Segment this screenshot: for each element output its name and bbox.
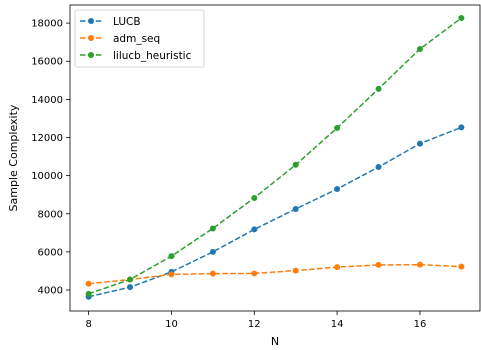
data-point-adm-seq [85, 280, 92, 287]
series-line-adm-seq [88, 263, 462, 285]
series-line-lucb [88, 126, 462, 298]
y-tick-label: 6000 [38, 247, 63, 258]
x-tick-label: 10 [165, 319, 178, 330]
data-point-adm-seq [292, 267, 299, 274]
y-tick-label: 10000 [31, 171, 63, 182]
series-lilucb-heuristic [85, 14, 465, 297]
data-point-lilucb-heuristic [251, 194, 258, 201]
data-point-lilucb-heuristic [458, 14, 465, 21]
y-tick-label: 18000 [31, 19, 63, 30]
legend-item-lucb: LUCB [80, 16, 141, 28]
y-tick-label: 4000 [38, 286, 63, 297]
data-point-lilucb-heuristic [334, 124, 341, 131]
legend-swatch-marker [88, 35, 94, 41]
plot-frame [69, 4, 481, 312]
legend-item-adm-seq: adm_seq [80, 33, 160, 45]
y-tick-label: 8000 [38, 209, 63, 220]
data-point-adm-seq [375, 261, 382, 268]
data-point-lilucb-heuristic [209, 225, 216, 232]
data-point-lucb [209, 248, 216, 255]
data-point-adm-seq [251, 270, 258, 277]
legend-item-lilucb-heuristic: lilucb_heuristic [80, 50, 192, 62]
legend-box [74, 9, 205, 68]
data-point-lucb [292, 206, 299, 212]
data-point-adm-seq [458, 263, 465, 270]
data-point-adm-seq [209, 270, 216, 277]
legend-label: adm_seq [113, 33, 160, 45]
data-point-lucb [334, 185, 341, 192]
y-tick-label: 14000 [31, 95, 63, 106]
data-point-adm-seq [416, 261, 423, 268]
legend-label: LUCB [113, 16, 141, 28]
x-tick-label: 8 [85, 319, 91, 330]
legend: LUCB adm_seq lilucb_heuristic [74, 9, 205, 68]
x-tick-label: 12 [248, 319, 261, 330]
ticks-layer: 8 10 12 14 16 4000 6000 8000 10000 12000 14000 1600… [31, 19, 426, 330]
x-tick-label: 16 [414, 319, 427, 330]
legend-swatch-marker [88, 18, 94, 24]
y-tick-label: 12000 [31, 133, 63, 144]
data-point-lucb [127, 284, 134, 291]
data-point-lilucb-heuristic [168, 253, 175, 260]
data-point-lilucb-heuristic [85, 290, 92, 297]
data-point-lilucb-heuristic [292, 161, 299, 168]
legend-label: lilucb_heuristic [113, 50, 192, 62]
legend-swatch-marker [88, 52, 94, 58]
data-point-lucb [458, 124, 465, 131]
series-lucb [85, 124, 465, 300]
data-point-lucb [416, 140, 423, 147]
series-layer [85, 14, 465, 300]
data-point-lilucb-heuristic [127, 276, 134, 283]
x-tick-label: 14 [331, 319, 344, 330]
x-axis-label: N [271, 335, 279, 348]
y-axis-label: Sample Complexity [7, 104, 20, 211]
y-tick-label: 16000 [31, 57, 63, 68]
data-point-adm-seq [168, 271, 175, 278]
data-point-lucb [251, 226, 258, 233]
data-point-lucb [375, 164, 382, 171]
series-line-lilucb-heuristic [88, 17, 462, 295]
data-point-lilucb-heuristic [416, 46, 423, 53]
data-point-adm-seq [334, 264, 341, 271]
data-point-lilucb-heuristic [375, 85, 382, 92]
